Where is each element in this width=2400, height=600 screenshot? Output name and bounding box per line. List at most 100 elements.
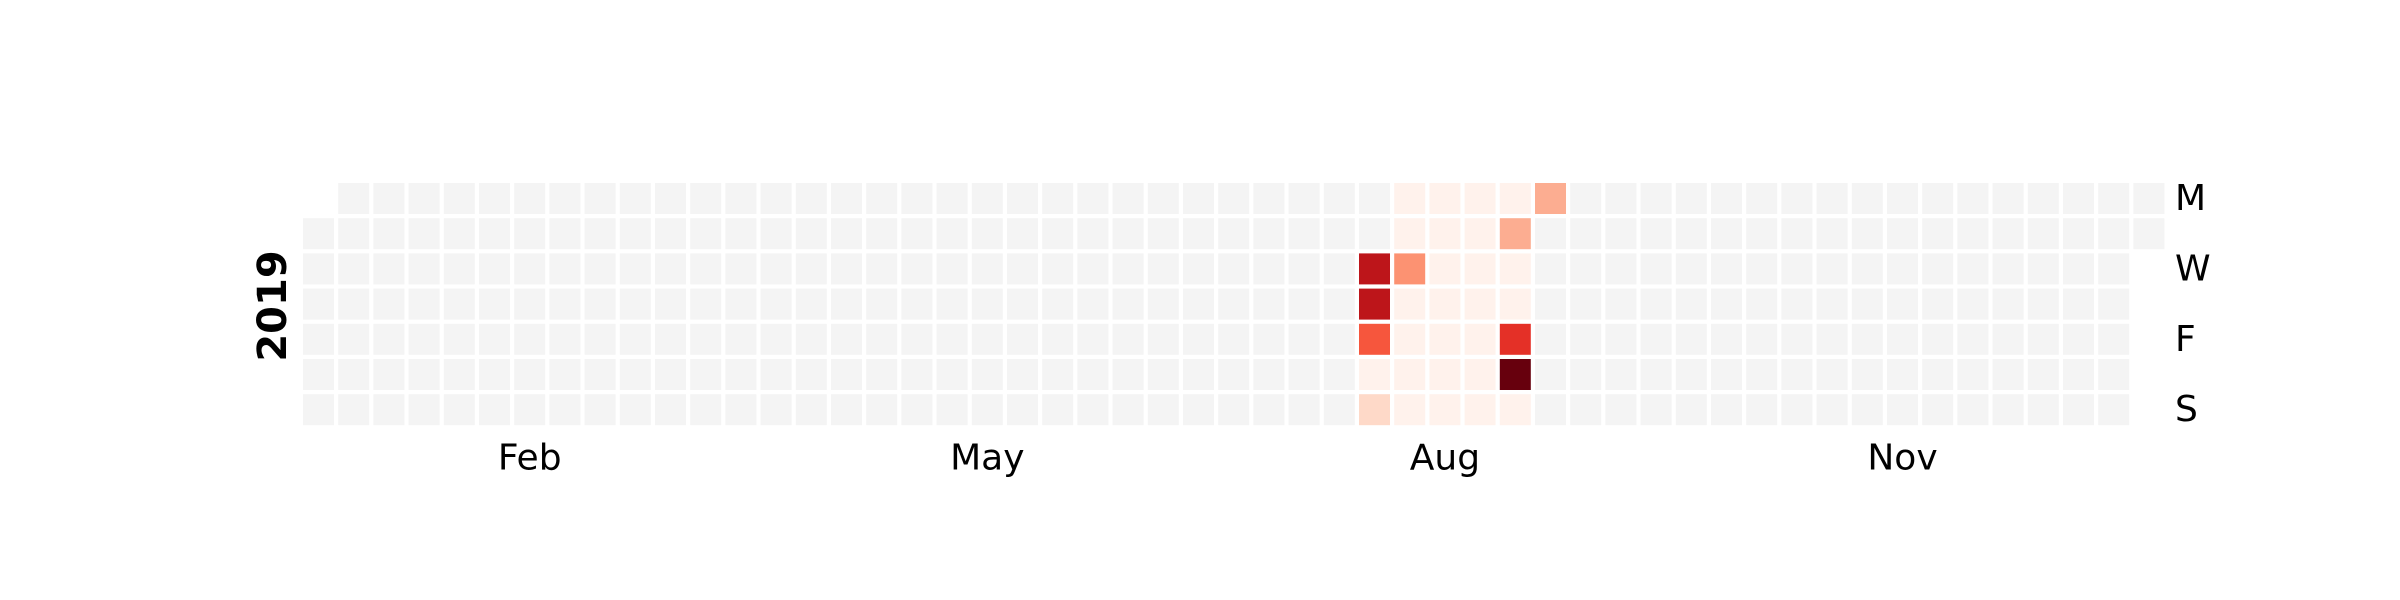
weekday-label: F (2175, 319, 2196, 360)
heatmap-cell (1253, 323, 1285, 355)
heatmap-cell (1640, 323, 1672, 355)
heatmap-cell (866, 323, 898, 355)
heatmap-cell (1323, 394, 1355, 426)
heatmap-cell (1183, 253, 1214, 285)
heatmap-cell (2027, 183, 2059, 214)
heatmap-cell (1711, 183, 1742, 214)
heatmap-cell (479, 394, 510, 426)
heatmap-cell (1218, 288, 1250, 320)
heatmap-cell (408, 288, 440, 320)
heatmap-cell (1570, 359, 1602, 390)
heatmap-cell (303, 253, 334, 285)
heatmap-cell (655, 359, 686, 390)
heatmap-cell (2098, 323, 2130, 355)
heatmap-cell (1464, 359, 1496, 390)
heatmap-cell (2098, 253, 2130, 285)
heatmap-cell (795, 183, 827, 214)
heatmap-cell (549, 253, 581, 285)
heatmap-cell (1147, 323, 1179, 355)
heatmap-cell (1499, 288, 1531, 320)
heatmap-cell (338, 359, 370, 390)
heatmap-cell (1359, 218, 1390, 250)
heatmap-cell (795, 288, 827, 320)
heatmap-cell (1640, 218, 1672, 250)
heatmap-cell (936, 288, 968, 320)
heatmap-cell (1816, 183, 1848, 214)
heatmap-cell (584, 288, 616, 320)
heatmap-cell (1499, 253, 1531, 285)
heatmap-cell (760, 359, 792, 390)
heatmap-cell (760, 288, 792, 320)
heatmap-cell (1077, 394, 1109, 426)
heatmap-cell (373, 394, 405, 426)
heatmap-cell (1675, 394, 1707, 426)
heatmap-cell (866, 183, 898, 214)
heatmap-cell (1992, 218, 2024, 250)
heatmap-cell (1851, 218, 1883, 250)
heatmap-cell (1711, 323, 1742, 355)
heatmap-cell (1535, 183, 1566, 214)
heatmap-cell (936, 394, 968, 426)
heatmap-cell (1323, 288, 1355, 320)
heatmap-cell (303, 323, 334, 355)
heatmap-cell (1183, 218, 1214, 250)
heatmap-cell (1605, 359, 1637, 390)
heatmap-cell (1887, 323, 1918, 355)
heatmap-cell (1077, 253, 1109, 285)
heatmap-cell (1042, 183, 1074, 214)
heatmap-cell (901, 218, 933, 250)
heatmap-cell (1816, 394, 1848, 426)
heatmap-cell (971, 394, 1003, 426)
heatmap-cell (1675, 359, 1707, 390)
weekday-label: M (2175, 178, 2206, 219)
heatmap-cell (1781, 183, 1813, 214)
heatmap-cell (373, 218, 405, 250)
heatmap-cell (1640, 394, 1672, 426)
heatmap-cell (1675, 253, 1707, 285)
heatmap-cell (1183, 394, 1214, 426)
heatmap-cell (1288, 253, 1320, 285)
heatmap-cell (584, 253, 616, 285)
heatmap-cell (831, 218, 862, 250)
heatmap-cell (1640, 359, 1672, 390)
heatmap-cell (1922, 253, 1954, 285)
heatmap-cell (338, 218, 370, 250)
heatmap-cell (936, 359, 968, 390)
heatmap-cell (2063, 288, 2094, 320)
heatmap-cell (1359, 288, 1390, 320)
heatmap-cell (1535, 359, 1566, 390)
heatmap-cell (1675, 218, 1707, 250)
heatmap-cell (1957, 323, 1989, 355)
heatmap-cell (1570, 218, 1602, 250)
heatmap-cell (619, 288, 651, 320)
heatmap-cell (2063, 359, 2094, 390)
heatmap-cell (373, 323, 405, 355)
heatmap-cell (1499, 359, 1531, 390)
heatmap-cell (655, 253, 686, 285)
heatmap-cell (1042, 218, 1074, 250)
heatmap-cell (1253, 218, 1285, 250)
heatmap-cell (619, 323, 651, 355)
heatmap-cell (690, 323, 722, 355)
heatmap-cell (514, 218, 546, 250)
heatmap-cell (760, 253, 792, 285)
heatmap-cell (1394, 323, 1426, 355)
heatmap-cell (1253, 253, 1285, 285)
heatmap-cell (408, 253, 440, 285)
month-tick-labels: Feb May Aug Nov (498, 438, 1938, 479)
heatmap-cell (1464, 323, 1496, 355)
heatmap-cell (1007, 253, 1038, 285)
heatmap-cell (443, 394, 475, 426)
heatmap-cell (1887, 359, 1918, 390)
heatmap-cell (866, 394, 898, 426)
heatmap-cell (1922, 288, 1954, 320)
heatmap-cell (1147, 394, 1179, 426)
heatmap-cell (866, 253, 898, 285)
heatmap-cell (655, 183, 686, 214)
heatmap-cell (1323, 323, 1355, 355)
heatmap-cell (1499, 323, 1531, 355)
heatmap-cell (1816, 288, 1848, 320)
heatmap-cell (1922, 359, 1954, 390)
heatmap-cell (1781, 323, 1813, 355)
